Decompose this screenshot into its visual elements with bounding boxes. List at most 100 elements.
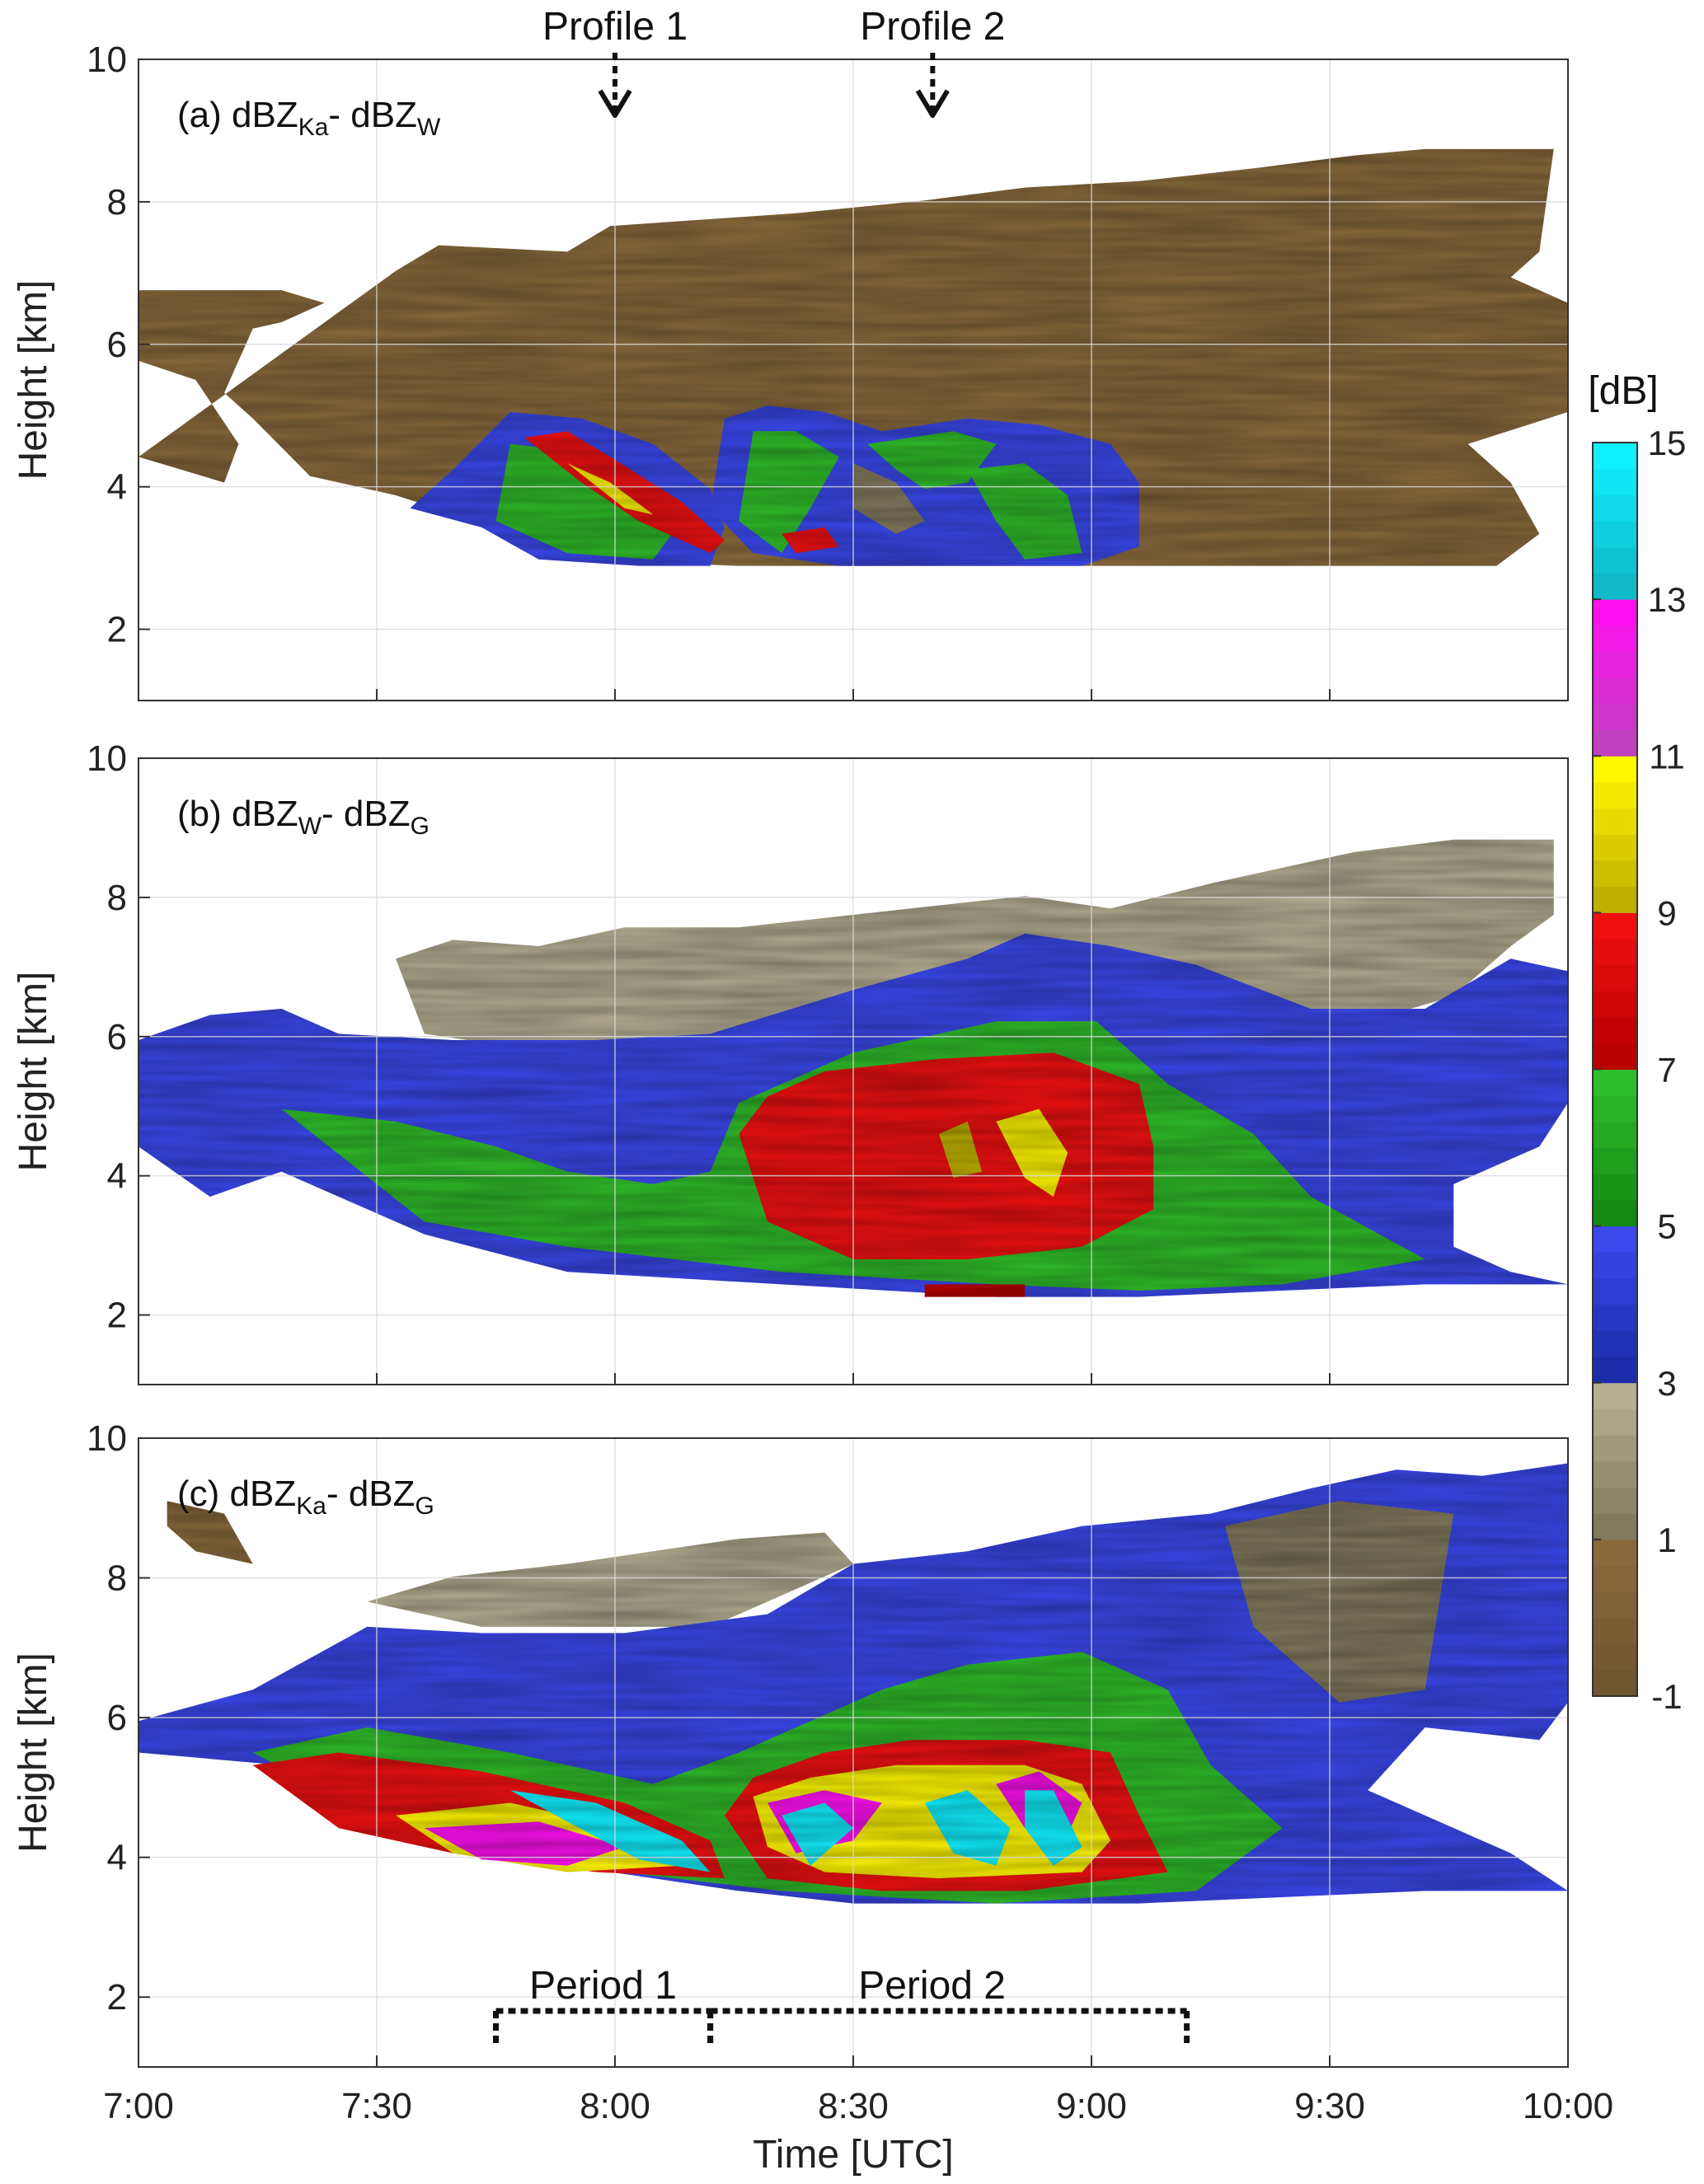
x-tick-label: 9:30 xyxy=(1294,2086,1365,2126)
panel-title: (b) dBZW- dBZG xyxy=(177,794,430,840)
colorbar-tick-label: 13 xyxy=(1648,580,1687,619)
field-texture xyxy=(782,527,839,554)
y-tick-label: 6 xyxy=(107,1017,127,1057)
profile-arrow-head xyxy=(915,89,950,118)
colorbar-cell xyxy=(1593,521,1637,548)
x-tick-label: 10:00 xyxy=(1523,2086,1613,2126)
field-texture xyxy=(1224,1501,1454,1703)
colorbar-cell xyxy=(1593,1330,1637,1357)
colorbar-cell xyxy=(1593,703,1637,731)
profile-label: Profile 2 xyxy=(860,5,1005,49)
y-axis-label: Height [km] xyxy=(12,1652,55,1853)
colorbar-cell xyxy=(1593,1121,1637,1149)
field-texture xyxy=(996,1108,1068,1197)
x-tick-label: 9:00 xyxy=(1056,2086,1127,2126)
field-texture xyxy=(1025,1790,1082,1866)
colorbar-cell xyxy=(1593,1513,1637,1540)
y-axis-label: Height [km] xyxy=(12,972,55,1172)
colorbar-cell xyxy=(1593,1043,1637,1070)
colorbar-tick-label: 3 xyxy=(1657,1364,1676,1403)
colorbar-cell xyxy=(1593,886,1637,913)
colorbar-cell xyxy=(1593,1357,1637,1384)
field-texture xyxy=(939,1121,983,1179)
x-tick-label: 7:00 xyxy=(103,2086,174,2126)
x-axis-label: Time [UTC] xyxy=(753,2133,954,2177)
colorbar-cell xyxy=(1593,625,1637,652)
colorbar-cell xyxy=(1593,494,1637,522)
colorbar-cell xyxy=(1593,1304,1637,1331)
period-label: Period 1 xyxy=(529,1964,677,2008)
colorbar-cell xyxy=(1593,1278,1637,1305)
y-tick-label: 8 xyxy=(107,1558,127,1599)
y-tick-label: 6 xyxy=(107,1698,127,1738)
colorbar-cell xyxy=(1593,964,1637,991)
colorbar-cell xyxy=(1593,1435,1637,1462)
colorbar-tick-label: 9 xyxy=(1657,893,1676,932)
panel-title: (c) dBZKa- dBZG xyxy=(177,1474,434,1520)
colorbar-cell xyxy=(1593,468,1637,495)
field-texture xyxy=(782,1802,853,1866)
field-texture xyxy=(367,1532,853,1627)
colorbar-cell xyxy=(1593,781,1637,809)
field-texture xyxy=(167,1501,253,1564)
field-texture xyxy=(424,1821,625,1866)
colorbar-cell xyxy=(1593,1174,1637,1201)
colorbar-cell xyxy=(1593,729,1637,757)
y-tick-label: 4 xyxy=(107,1156,127,1197)
x-tick-label: 7:30 xyxy=(341,2086,412,2126)
colorbar-tick-label: 11 xyxy=(1649,737,1685,776)
colorbar-cell xyxy=(1593,1670,1637,1697)
plot-frame xyxy=(138,757,1569,1385)
colorbar-cell xyxy=(1593,1382,1637,1409)
panel-title: (a) dBZKa- dBZW xyxy=(177,95,441,141)
colorbar-tick-label: 7 xyxy=(1657,1051,1676,1090)
field-texture xyxy=(853,463,925,534)
panel-b: 2 4 6 8 10 Height [km] (b) dBZW- dBZG xyxy=(12,738,1569,1385)
colorbar-cell xyxy=(1593,573,1637,600)
y-axis-label: Height [km] xyxy=(12,280,55,480)
profile-label: Profile 1 xyxy=(542,5,688,49)
colorbar-cell xyxy=(1593,599,1637,626)
period-label: Period 2 xyxy=(858,1964,1006,2008)
colorbar-cell xyxy=(1593,1617,1637,1645)
field-texture xyxy=(739,1052,1154,1259)
field-texture xyxy=(924,1284,1026,1297)
colorbar-cell xyxy=(1593,443,1637,470)
field-texture xyxy=(924,1790,1011,1866)
colorbar-cell xyxy=(1593,1147,1637,1174)
y-tick-label: 4 xyxy=(107,467,127,508)
y-tick-label: 10 xyxy=(87,1418,127,1459)
field-texture xyxy=(524,431,725,554)
y-tick-label: 8 xyxy=(107,182,127,223)
colorbar-cell xyxy=(1593,991,1637,1018)
colorbar-cell xyxy=(1593,912,1637,940)
x-axis: 7:00 7:30 8:00 8:30 9:00 9:30 10:00 Time [UTC] xyxy=(103,2086,1613,2177)
field-texture xyxy=(509,1790,711,1872)
colorbar-tick-label: 15 xyxy=(1648,424,1687,462)
profile-arrow-head xyxy=(598,89,632,118)
colorbar-tick-label: -1 xyxy=(1651,1677,1682,1716)
colorbar-cell xyxy=(1593,1643,1637,1671)
y-tick-label: 10 xyxy=(87,738,127,779)
y-tick-label: 2 xyxy=(107,1977,127,2018)
field-texture xyxy=(867,431,997,490)
colorbar-cell xyxy=(1593,1408,1637,1436)
field-texture xyxy=(495,443,682,560)
colorbar-cell xyxy=(1593,860,1637,888)
y-tick-label: 4 xyxy=(107,1838,127,1878)
colorbar-cell xyxy=(1593,677,1637,705)
colorbar-cell xyxy=(1593,1069,1637,1096)
colorbar-cell xyxy=(1593,1095,1637,1122)
x-tick-label: 8:00 xyxy=(580,2086,650,2126)
colorbar-cell xyxy=(1593,546,1637,574)
colorbar-cell xyxy=(1593,939,1637,966)
panel-c: 2 4 6 8 10 Height [km] (c) dBZKa- dBZG Period 1… xyxy=(12,1418,1569,2068)
x-tick-label: 8:30 xyxy=(818,2086,889,2126)
colorbar-cell xyxy=(1593,1487,1637,1514)
colorbar-cell xyxy=(1593,651,1637,678)
colorbar-cell xyxy=(1593,1017,1637,1044)
colorbar-cell xyxy=(1593,834,1637,861)
field-texture xyxy=(567,463,654,515)
colorbar-tick-label: 1 xyxy=(1657,1521,1676,1559)
